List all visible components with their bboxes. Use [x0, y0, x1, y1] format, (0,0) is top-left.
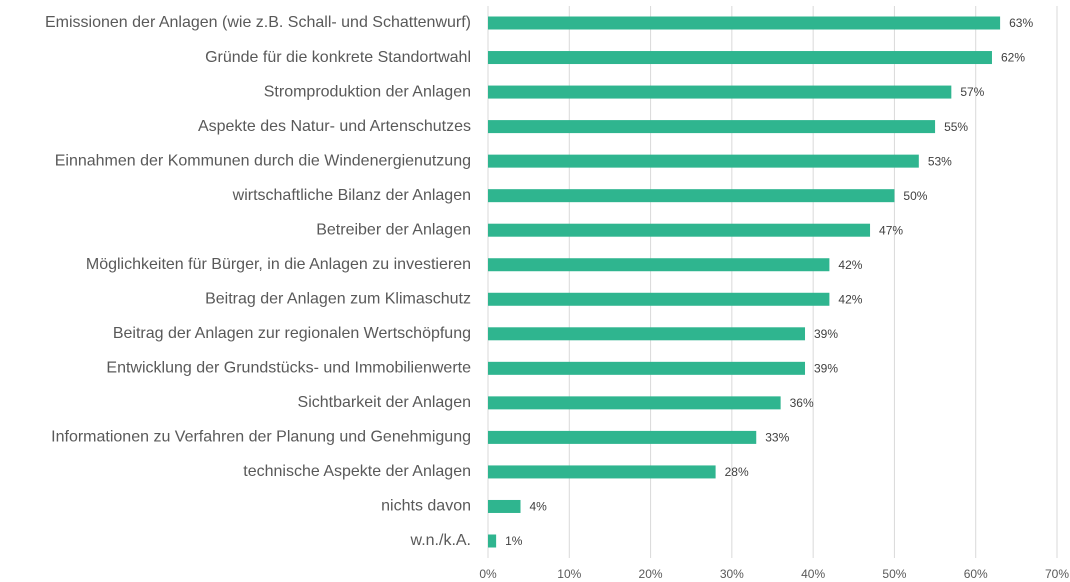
value-label: 28% — [725, 465, 749, 479]
category-label: Möglichkeiten für Bürger, in die Anlagen… — [86, 256, 471, 273]
category-label: Entwicklung der Grundstücks- und Immobil… — [106, 360, 471, 377]
bar — [488, 223, 871, 237]
bar — [488, 120, 936, 134]
value-label: 63% — [1009, 16, 1033, 30]
bar — [488, 51, 992, 65]
category-label: technische Aspekte der Anlagen — [243, 463, 471, 480]
value-label: 36% — [790, 396, 814, 410]
x-tick-label: 50% — [882, 567, 906, 581]
value-label: 55% — [944, 120, 968, 134]
category-label: Informationen zu Verfahren der Planung u… — [51, 429, 471, 446]
bar — [488, 327, 806, 341]
x-tick-label: 10% — [557, 567, 581, 581]
bar — [488, 292, 830, 306]
value-label: 50% — [903, 189, 927, 203]
x-tick-label: 30% — [720, 567, 744, 581]
value-label: 39% — [814, 362, 838, 376]
category-label: w.n./k.A. — [410, 532, 471, 549]
category-label: Betreiber der Anlagen — [316, 221, 471, 238]
category-label: Sichtbarkeit der Anlagen — [298, 394, 471, 411]
bar — [488, 16, 1001, 30]
category-label: wirtschaftliche Bilanz der Anlagen — [232, 187, 471, 204]
category-label: Einnahmen der Kommunen durch die Windene… — [55, 152, 471, 169]
x-tick-label: 70% — [1045, 567, 1069, 581]
bar — [488, 361, 806, 375]
category-label: Stromproduktion der Anlagen — [264, 83, 471, 100]
value-label: 42% — [838, 292, 862, 306]
value-label: 39% — [814, 327, 838, 341]
x-tick-label: 0% — [479, 567, 497, 581]
value-label: 47% — [879, 223, 903, 237]
x-tick-label: 20% — [639, 567, 663, 581]
bar — [488, 465, 716, 479]
category-label: nichts davon — [381, 498, 471, 515]
category-label: Gründe für die konkrete Standortwahl — [205, 49, 471, 66]
bar — [488, 154, 919, 168]
category-label: Beitrag der Anlagen zur regionalen Werts… — [113, 325, 471, 342]
bar — [488, 189, 895, 203]
category-label: Emissionen der Anlagen (wie z.B. Schall-… — [45, 14, 471, 31]
value-label: 62% — [1001, 51, 1025, 65]
x-tick-label: 60% — [964, 567, 988, 581]
value-label: 42% — [838, 258, 862, 272]
value-label: 4% — [530, 500, 548, 514]
value-label: 53% — [928, 154, 952, 168]
bar — [488, 258, 830, 272]
x-tick-label: 40% — [801, 567, 825, 581]
category-label: Aspekte des Natur- und Artenschutzes — [198, 118, 471, 135]
category-label: Beitrag der Anlagen zum Klimaschutz — [205, 290, 471, 307]
bar — [488, 499, 521, 513]
value-label: 1% — [505, 534, 523, 548]
value-label: 33% — [765, 431, 789, 445]
bar — [488, 534, 497, 548]
bar — [488, 396, 781, 410]
value-label: 57% — [960, 85, 984, 99]
bar — [488, 85, 952, 99]
bar — [488, 430, 757, 444]
